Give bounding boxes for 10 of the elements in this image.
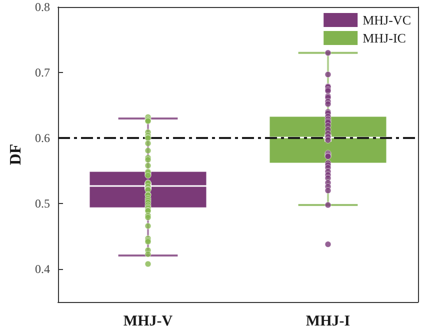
y-tick-label: 0.6 xyxy=(35,131,50,146)
y-tick-label: 0.5 xyxy=(35,196,50,211)
legend-label: MHJ-IC xyxy=(362,30,406,46)
x-tick-label: MHJ-V xyxy=(123,314,173,330)
y-tick-label: 0.7 xyxy=(35,66,50,80)
y-tick-label: 0.4 xyxy=(35,262,50,276)
y-axis-title: DF xyxy=(8,144,24,166)
legend-label: MHJ-VC xyxy=(362,12,412,28)
x-tick-label: MHJ-I xyxy=(306,314,350,330)
y-tick-label: 0.8 xyxy=(35,0,50,14)
